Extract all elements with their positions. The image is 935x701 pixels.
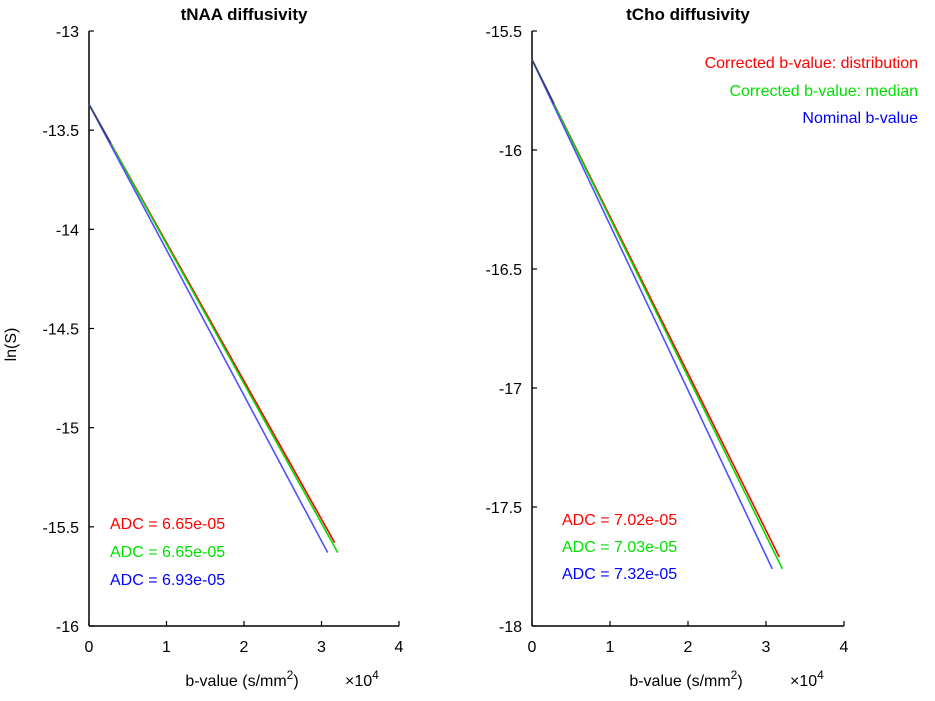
y-tick-label: -15.5 <box>486 24 523 41</box>
adc-annotation: ADC = 6.65e-05 <box>110 544 225 561</box>
x-tick-label: 4 <box>395 639 404 656</box>
x-tick-label: 4 <box>840 639 849 656</box>
adc-annotation: ADC = 6.93e-05 <box>110 572 225 589</box>
y-tick-label: -16 <box>56 619 79 636</box>
y-tick-label: -17.5 <box>486 500 523 517</box>
series-overlap-line <box>531 59 555 104</box>
legend-entry: Nominal b-value <box>802 110 918 127</box>
x-exponent-label: ×104 <box>345 668 379 690</box>
y-tick-label: -15.5 <box>43 520 80 537</box>
y-tick-label: -14 <box>56 222 79 239</box>
y-tick-label: -13.5 <box>43 123 80 140</box>
x-tick-label: 3 <box>317 639 326 656</box>
series-line-3 <box>88 104 329 553</box>
x-tick-label: 3 <box>762 639 771 656</box>
x-tick-label: 0 <box>85 639 94 656</box>
x-tick-label: 1 <box>162 639 171 656</box>
adc-annotation: ADC = 6.65e-05 <box>110 516 225 533</box>
x-exponent-label: ×104 <box>790 668 824 690</box>
chart-panel-2: tCho diffusivity -18 -17.5 -17 -16.5 -16 -15.5… <box>486 5 919 690</box>
adc-annotation: ADC = 7.03e-05 <box>562 539 677 556</box>
adc-annotation: ADC = 7.32e-05 <box>562 566 677 583</box>
chart-title: tCho diffusivity <box>626 5 750 24</box>
y-tick-label: -18 <box>499 619 522 636</box>
x-tick-label: 1 <box>606 639 615 656</box>
x-tick-label: 2 <box>240 639 249 656</box>
y-tick-label: -16 <box>499 143 522 160</box>
series-line-2 <box>88 103 339 554</box>
series-line-2 <box>531 59 784 570</box>
x-tick-label: 0 <box>528 639 537 656</box>
x-axis-label: b-value (s/mm2) <box>629 668 742 690</box>
y-tick-label: -17 <box>499 381 522 398</box>
y-tick-label: -13 <box>56 24 79 41</box>
x-axis-label: b-value (s/mm2) <box>185 668 298 690</box>
series-overlap-line <box>88 103 112 144</box>
y-tick-label: -15 <box>56 421 79 438</box>
series-line-3 <box>531 59 773 570</box>
legend-entry: Corrected b-value: distribution <box>705 55 918 72</box>
x-tick-label: 2 <box>684 639 693 656</box>
adc-annotation: ADC = 7.02e-05 <box>562 512 677 529</box>
y-axis-label: ln(S) <box>3 328 20 362</box>
y-tick-label: -14.5 <box>43 322 80 339</box>
chart-panel-1: tNAA diffusivity -16 -15.5 -15 -14.5 -14 -13.5… <box>3 5 404 690</box>
chart-title: tNAA diffusivity <box>181 5 308 24</box>
y-tick-label: -16.5 <box>486 262 523 279</box>
legend-entry: Corrected b-value: median <box>729 83 918 100</box>
